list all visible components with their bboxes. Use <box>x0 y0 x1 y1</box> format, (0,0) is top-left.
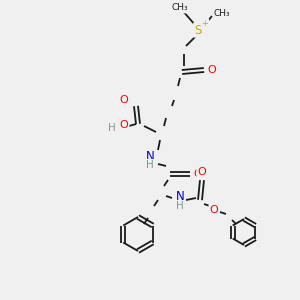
Text: O: O <box>210 205 218 215</box>
Text: H: H <box>176 201 184 211</box>
Text: +: + <box>202 20 208 28</box>
Text: H: H <box>146 160 154 170</box>
Text: O: O <box>194 169 202 179</box>
Text: O: O <box>120 95 128 105</box>
Text: H: H <box>108 123 116 133</box>
Text: S: S <box>194 23 202 37</box>
Text: CH₃: CH₃ <box>172 4 188 13</box>
Text: N: N <box>146 149 154 163</box>
Text: O: O <box>208 65 216 75</box>
Text: CH₃: CH₃ <box>214 10 230 19</box>
Text: O: O <box>120 120 128 130</box>
Text: O: O <box>198 167 206 177</box>
Text: N: N <box>176 190 184 202</box>
